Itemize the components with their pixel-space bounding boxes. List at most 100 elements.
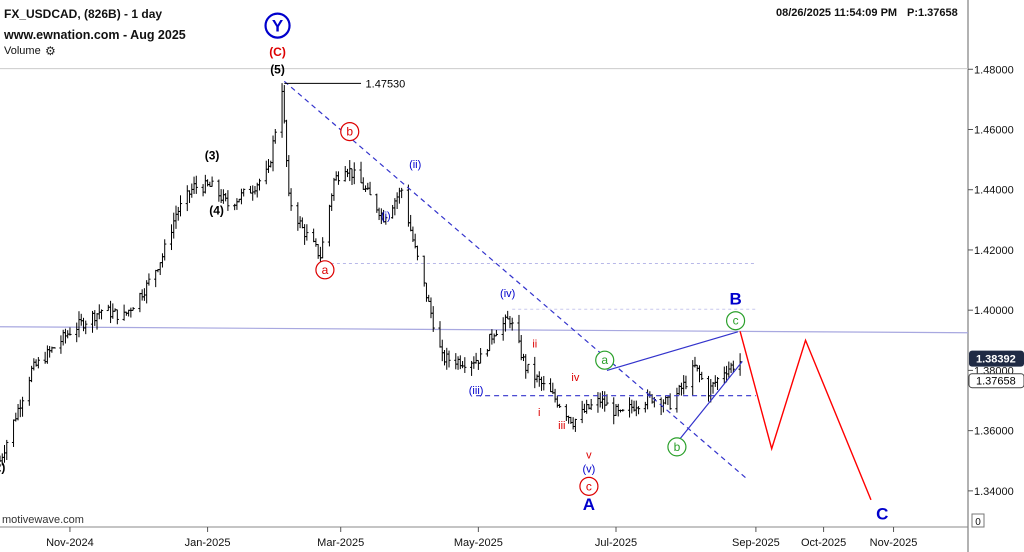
price-bar [5,439,9,460]
price-bar [682,375,686,395]
price-bar [621,409,625,412]
price-bar [564,404,568,421]
price-bar [147,273,151,286]
price-bar [722,366,726,384]
chart-timestamp: 08/26/2025 11:54:09 PM [776,7,898,19]
price-bar [163,239,167,261]
price-bar [526,363,530,374]
price-bar [176,206,180,221]
price-bar [221,189,225,204]
price-bar [336,171,341,185]
price-bar [384,216,388,225]
volume-axis-label: 0 [975,517,981,528]
price-bar [61,329,65,346]
symbol-title: FX_USDCAD, (826B) - 1 day [4,7,163,21]
price-bar [154,269,158,288]
price-bar [368,181,372,196]
volume-label: Volume [4,45,41,57]
price-bar [32,358,36,371]
watermark: motivewave.com [2,514,84,526]
price-bar [217,179,221,202]
price-bar [235,198,239,210]
price-bar [585,399,589,414]
wave-label: (5) [270,62,285,76]
price-bar [445,347,449,370]
price-bar [20,396,25,417]
price-bar [668,393,672,410]
price-bar [327,204,332,247]
x-tick-label: May-2025 [454,537,503,549]
y-tick-label: 1.48000 [974,64,1014,76]
price-bar [352,162,356,185]
price-bar [239,188,244,205]
wave-label: b [346,125,353,139]
price-bar [454,353,458,370]
price-bar [612,397,616,425]
price-bar [131,307,135,311]
price-bar [172,212,176,239]
price-bar [366,182,370,191]
price-bar [485,348,489,357]
price-bar [643,401,647,413]
wedge-upper-line [606,331,739,371]
price-bar [187,190,192,203]
price-bar [666,396,670,405]
price-bar [79,313,83,326]
price-bar [603,391,607,412]
price-bar [174,205,178,229]
price-bar [679,382,684,396]
price-bar [729,362,733,374]
wave-circle [579,476,599,496]
price-bar [93,310,97,326]
price-bar [75,322,79,343]
resistance-line [0,326,969,334]
price-bar [68,327,72,336]
price-bar [169,224,174,251]
price-bar [524,354,528,379]
current-price-tag [968,373,1024,389]
price-bar [314,238,318,247]
price-bar [233,203,237,211]
price-bar [45,345,49,364]
price-bar [361,177,365,190]
price-bar [508,315,512,329]
x-tick-label: Oct-2025 [801,537,846,549]
x-tick-label: Sep-2025 [732,537,780,549]
wave-label: (C) [269,45,286,59]
price-bar [400,187,404,199]
high-annotation: 1.47530 [366,78,406,90]
price-bar [458,355,462,370]
price-bar [697,365,702,383]
price-bar [693,356,697,368]
price-bar [438,321,442,348]
wave-label: (3) [205,149,220,163]
price-bar [253,186,257,195]
price-bar [700,371,704,381]
price-bar [178,195,183,217]
wave-label: c [733,314,739,328]
y-tick-label: 1.44000 [974,185,1014,197]
price-bar [14,412,18,422]
site-title: www.ewnation.com - Aug 2025 [4,28,186,42]
price-bar [312,228,316,243]
price-bar [427,294,431,302]
price-bars [0,83,742,466]
x-tick-label: Nov-2025 [870,537,918,549]
price-bar [190,183,194,198]
x-tick-label: Mar-2025 [317,537,364,549]
price-bar [108,300,113,324]
wave-label: a [601,353,608,367]
price-bar [391,204,395,219]
price-bar [535,374,539,383]
price-bar [124,311,128,316]
gear-icon[interactable]: ⚙ [45,44,56,58]
price-bar [81,317,86,332]
price-bar [99,309,104,320]
price-bar [506,310,510,320]
price-bar [684,375,688,390]
price-bar [224,193,228,202]
price-bar [713,375,717,387]
price-bar [627,397,632,418]
